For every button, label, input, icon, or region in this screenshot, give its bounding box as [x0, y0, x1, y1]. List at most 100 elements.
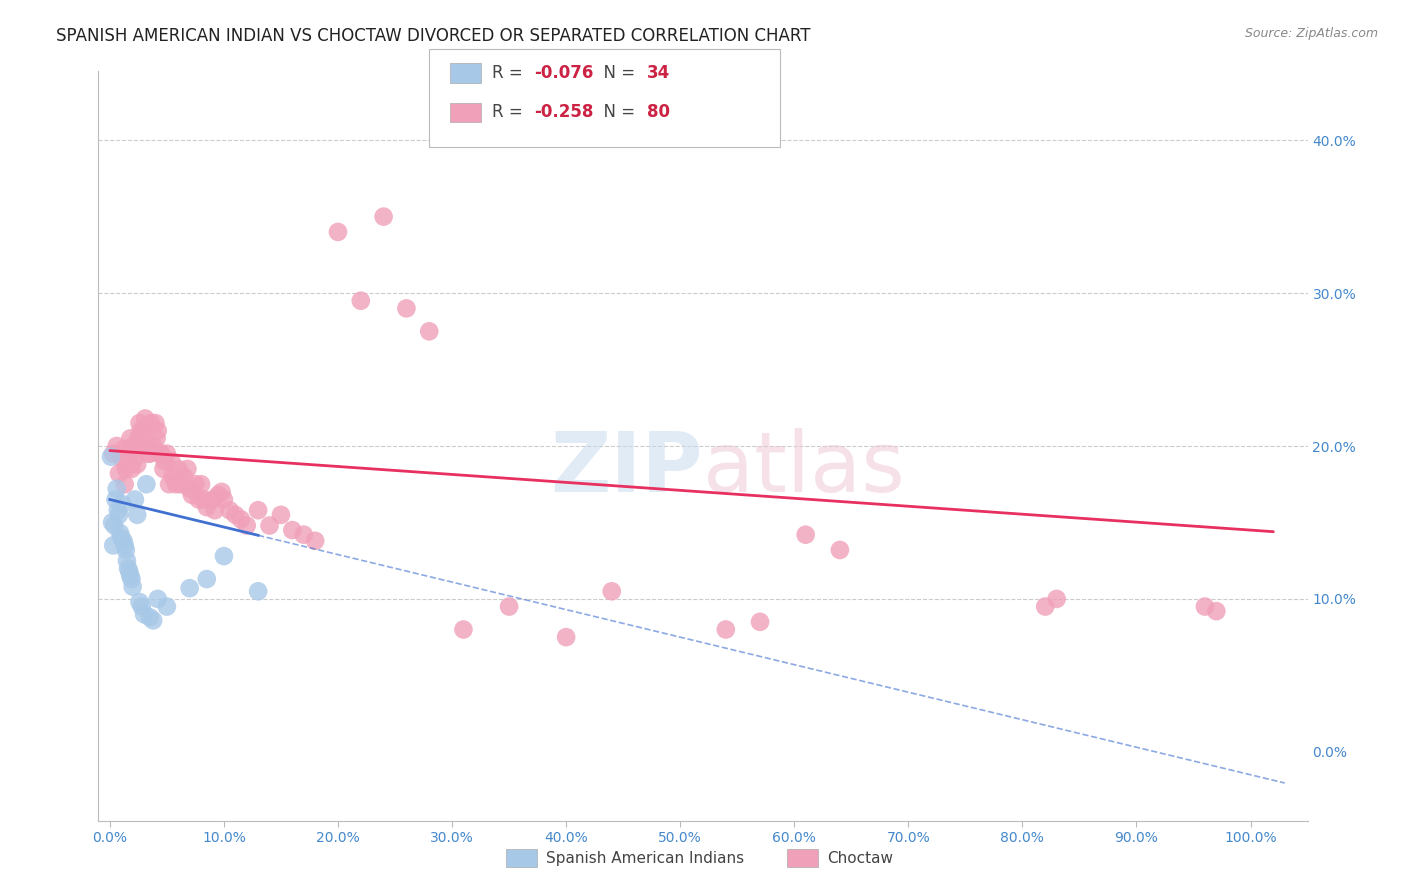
Point: [129, 424, 152, 438]
Point: [112, 442, 135, 456]
Point: [184, 477, 207, 491]
Point: [160, 454, 183, 468]
Point: [211, 484, 233, 499]
Point: [103, 518, 125, 533]
Point: [204, 503, 226, 517]
Text: ZIP: ZIP: [551, 428, 703, 509]
Text: SPANISH AMERICAN INDIAN VS CHOCTAW DIVORCED OR SEPARATED CORRELATION CHART: SPANISH AMERICAN INDIAN VS CHOCTAW DIVOR…: [56, 27, 811, 45]
Point: [110, 531, 132, 545]
Point: [270, 508, 292, 522]
Point: [176, 462, 198, 476]
Point: [247, 584, 270, 599]
Point: [138, 447, 160, 461]
Text: Choctaw: Choctaw: [827, 851, 893, 865]
Point: [292, 527, 315, 541]
Point: [120, 569, 142, 583]
Point: [139, 447, 162, 461]
Point: [142, 613, 165, 627]
Point: [139, 610, 162, 624]
Point: [146, 424, 169, 438]
Point: [145, 416, 167, 430]
Point: [114, 538, 136, 552]
Point: [101, 516, 124, 530]
Point: [115, 458, 138, 472]
Point: [749, 615, 772, 629]
Point: [127, 431, 149, 445]
Point: [112, 533, 135, 548]
Point: [165, 477, 187, 491]
Point: [181, 488, 204, 502]
Text: R =: R =: [492, 103, 529, 121]
Point: [107, 503, 129, 517]
Point: [179, 581, 201, 595]
Point: [132, 607, 155, 622]
Point: [828, 543, 851, 558]
Point: [124, 451, 146, 466]
Point: [169, 477, 191, 491]
Point: [1194, 599, 1216, 614]
Point: [179, 482, 201, 496]
Point: [195, 500, 218, 515]
Point: [131, 599, 153, 614]
Text: 80: 80: [647, 103, 669, 121]
Point: [121, 462, 143, 476]
Point: [110, 451, 132, 466]
Point: [152, 462, 174, 476]
Text: Spanish American Indians: Spanish American Indians: [546, 851, 744, 865]
Point: [195, 572, 218, 586]
Point: [167, 462, 190, 476]
Text: 34: 34: [647, 64, 671, 82]
Point: [121, 572, 143, 586]
Point: [114, 477, 136, 491]
Point: [304, 533, 326, 548]
Text: R =: R =: [492, 64, 529, 82]
Point: [156, 447, 179, 461]
Point: [127, 458, 149, 472]
Point: [157, 477, 180, 491]
Point: [146, 591, 169, 606]
Point: [103, 538, 125, 552]
Point: [153, 454, 176, 468]
Point: [121, 439, 143, 453]
Point: [224, 508, 246, 522]
Point: [149, 447, 172, 461]
Point: [187, 492, 209, 507]
Point: [235, 518, 257, 533]
Point: [373, 210, 395, 224]
Point: [600, 584, 623, 599]
Point: [104, 492, 127, 507]
Point: [173, 469, 195, 483]
Point: [418, 324, 440, 338]
Point: [124, 492, 146, 507]
Point: [114, 462, 136, 476]
Point: [135, 477, 157, 491]
Point: [103, 447, 125, 461]
Point: [150, 447, 173, 461]
Point: [259, 518, 281, 533]
Point: [162, 469, 184, 483]
Text: N =: N =: [593, 64, 641, 82]
Point: [134, 411, 156, 425]
Point: [207, 488, 229, 502]
Point: [120, 431, 142, 445]
Point: [128, 595, 150, 609]
Point: [1033, 599, 1056, 614]
Point: [156, 599, 179, 614]
Point: [247, 503, 270, 517]
Point: [229, 512, 252, 526]
Point: [201, 492, 224, 507]
Point: [1205, 604, 1227, 618]
Text: -0.076: -0.076: [534, 64, 593, 82]
Point: [139, 416, 162, 430]
Point: [128, 416, 150, 430]
Point: [127, 508, 149, 522]
Text: N =: N =: [593, 103, 641, 121]
Point: [794, 527, 817, 541]
Point: [121, 580, 143, 594]
Point: [142, 439, 165, 453]
Point: [453, 623, 475, 637]
Point: [395, 301, 418, 316]
Point: [212, 549, 235, 563]
Point: [105, 439, 128, 453]
Text: Source: ZipAtlas.com: Source: ZipAtlas.com: [1244, 27, 1378, 40]
